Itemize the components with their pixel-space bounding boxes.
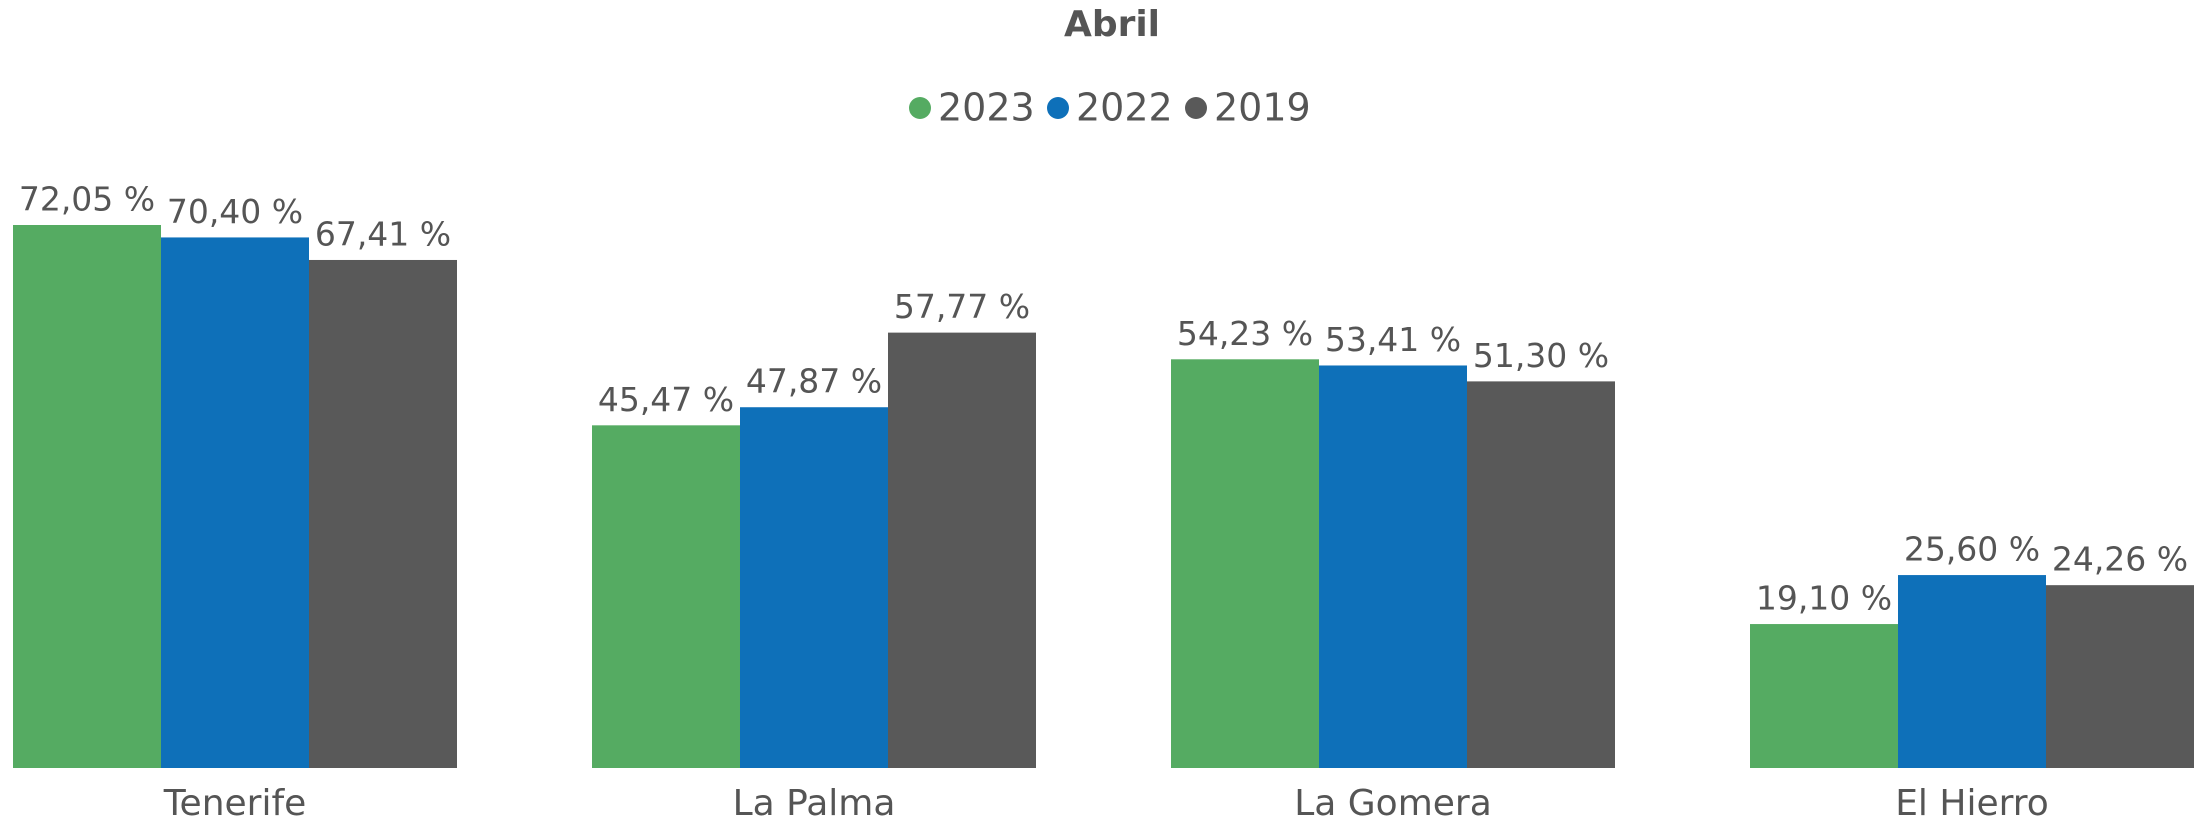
data-label: 72,05 % bbox=[19, 180, 155, 219]
legend-marker bbox=[1185, 97, 1207, 119]
bar bbox=[888, 332, 1036, 768]
data-label: 57,77 % bbox=[894, 287, 1030, 326]
legend-label: 2022 bbox=[1076, 86, 1173, 130]
bar bbox=[1467, 381, 1615, 768]
bar bbox=[592, 425, 740, 768]
bar bbox=[2046, 585, 2194, 768]
data-label: 47,87 % bbox=[746, 362, 882, 401]
data-label: 70,40 % bbox=[167, 192, 303, 231]
x-tick-label: La Palma bbox=[733, 783, 896, 824]
data-label: 45,47 % bbox=[598, 380, 734, 419]
bar bbox=[1319, 365, 1467, 768]
legend-marker bbox=[909, 97, 931, 119]
data-label: 24,26 % bbox=[2052, 540, 2188, 579]
legend-label: 2019 bbox=[1214, 86, 1311, 130]
x-tick-label: El Hierro bbox=[1895, 783, 2049, 824]
bar bbox=[1898, 575, 2046, 768]
x-tick-label: La Gomera bbox=[1294, 783, 1492, 824]
chart-title: Abril bbox=[1064, 4, 1160, 45]
data-label: 67,41 % bbox=[315, 214, 451, 253]
data-label: 19,10 % bbox=[1756, 579, 1892, 618]
data-label: 53,41 % bbox=[1325, 320, 1461, 359]
bar bbox=[740, 407, 888, 768]
bar bbox=[161, 237, 309, 768]
bar bbox=[309, 259, 457, 768]
legend-marker bbox=[1047, 97, 1069, 119]
data-label: 25,60 % bbox=[1904, 530, 2040, 569]
x-tick-label: Tenerife bbox=[163, 783, 307, 824]
legend-label: 2023 bbox=[938, 86, 1035, 130]
data-label: 54,23 % bbox=[1177, 314, 1313, 353]
bar bbox=[1750, 624, 1898, 768]
bar bbox=[13, 225, 161, 768]
bar bbox=[1171, 359, 1319, 768]
data-label: 51,30 % bbox=[1473, 336, 1609, 375]
